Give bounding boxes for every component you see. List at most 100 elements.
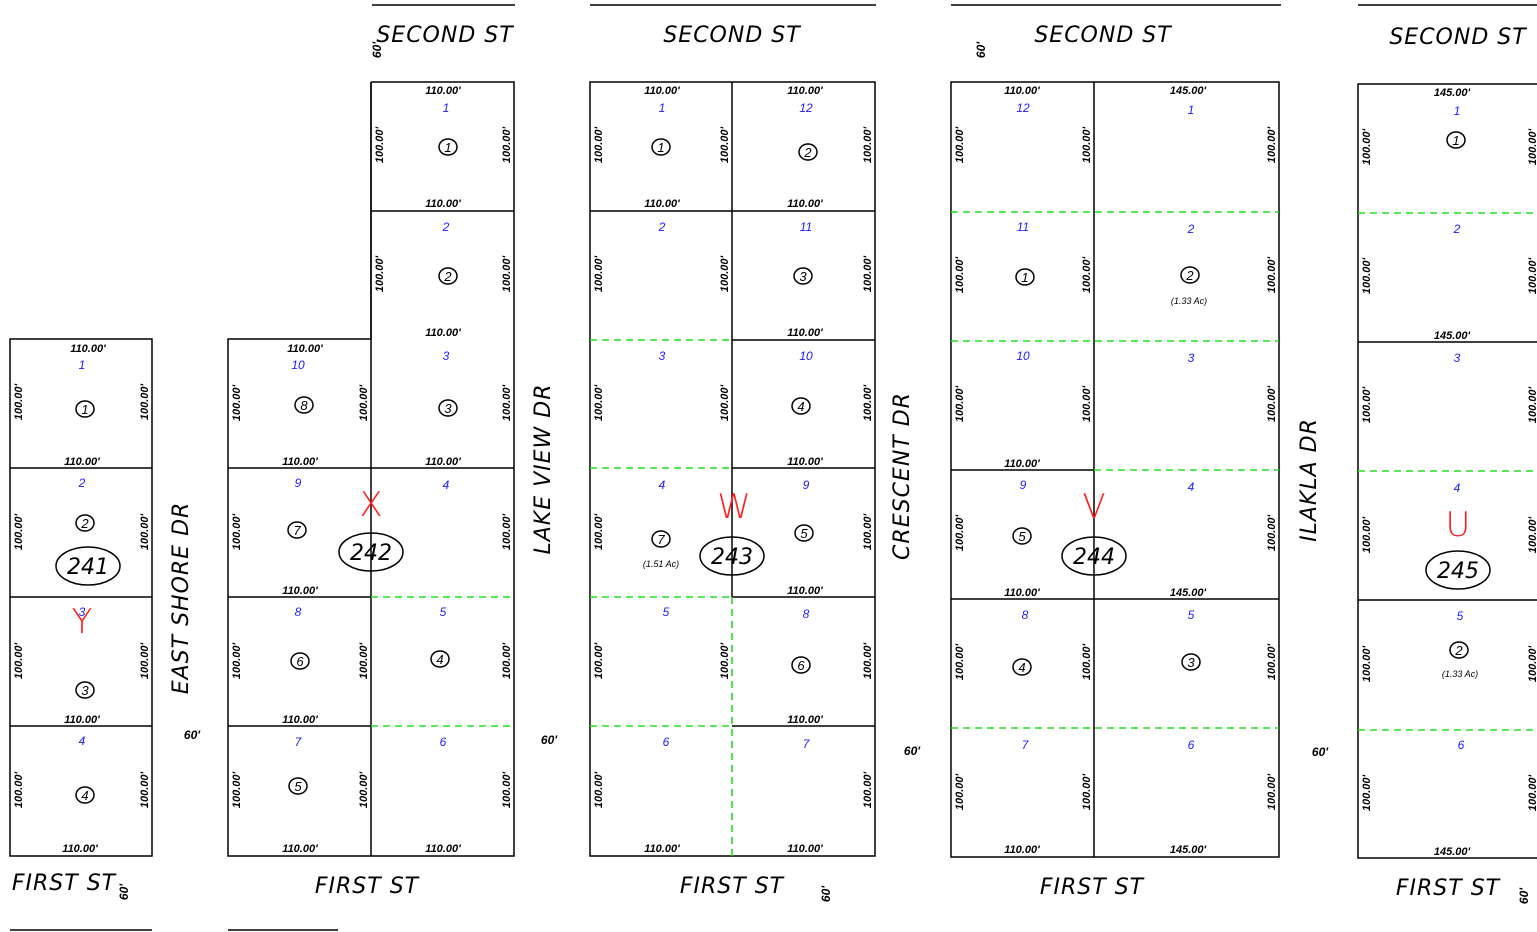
svg-text:244: 244 [1073, 545, 1115, 570]
parcel-marker[interactable]: 8 [294, 396, 314, 414]
parcel-marker[interactable]: 2 [1449, 641, 1469, 659]
dim-label: 110.00' [425, 85, 461, 97]
svg-text:242: 242 [350, 541, 392, 566]
parcel-marker[interactable]: 7 [287, 521, 307, 539]
lot-number: 3 [443, 349, 450, 363]
lot-number: 7 [803, 737, 811, 751]
dim-label: 110.00' [644, 198, 680, 210]
lot-number: 8 [803, 607, 810, 621]
lot-number: 1 [1188, 103, 1195, 117]
dim-label: 100.00' [1527, 386, 1537, 423]
parcel-marker[interactable]: 6 [791, 656, 811, 674]
parcel-marker[interactable]: 5 [794, 524, 814, 542]
dim-label: 110.00' [787, 456, 823, 468]
lot-number: 9 [1020, 478, 1027, 492]
dim-label: 100.00' [593, 513, 605, 550]
street-width-label: 60' [370, 41, 384, 58]
parcel-marker[interactable]: 1 [651, 138, 671, 156]
lot-number: 8 [295, 605, 302, 619]
street-names: SECOND ST SECOND ST SECOND ST SECOND ST … [12, 23, 1527, 901]
parcel-marker[interactable]: 6 [290, 652, 310, 670]
lot-number: 2 [1187, 222, 1195, 236]
block-number-badge[interactable]: 242 [338, 532, 404, 572]
parcel-marker[interactable]: 4 [791, 397, 811, 415]
lot-number: 6 [1188, 738, 1195, 752]
parcel-marker[interactable]: 1 [1015, 268, 1035, 286]
acreage-label: (1.51 Ac) [643, 559, 679, 569]
parcel-marker[interactable]: 2 [1180, 266, 1200, 284]
svg-text:243: 243 [711, 545, 753, 570]
parcel-marker[interactable]: 3 [793, 267, 813, 285]
parcel-marker[interactable]: 4 [75, 786, 95, 804]
dim-label: 100.00' [374, 126, 386, 163]
block-number-badge[interactable]: 241 [55, 546, 121, 586]
parcel-marker[interactable]: 1 [438, 138, 458, 156]
dim-label: 100.00' [1081, 643, 1093, 680]
lot-number: 9 [295, 476, 302, 490]
street-name-second-st: SECOND ST [1034, 23, 1172, 48]
lot-number: 12 [1016, 101, 1030, 115]
acreage-label: (1.33 Ac) [1171, 296, 1207, 306]
dim-label: 100.00' [719, 126, 731, 163]
lot-number: 4 [1188, 480, 1195, 494]
street-width-labels: 60' 60' 60' 60' 60' 60' 60' 60' 60' [117, 41, 1531, 904]
dim-label: 100.00' [501, 642, 513, 679]
svg-text:5: 5 [294, 779, 302, 794]
svg-text:1: 1 [1021, 270, 1028, 285]
parcel-marker[interactable]: 2 [75, 514, 95, 532]
block-number-badge[interactable]: 243 [699, 536, 765, 576]
parcel-marker[interactable]: 7 [651, 530, 671, 548]
lot-number: 5 [663, 605, 670, 619]
dim-label: 100.00' [1266, 643, 1278, 680]
street-name-first-st: FIRST ST [680, 874, 785, 899]
parcel-marker[interactable]: 2 [438, 267, 458, 285]
dim-label: 100.00' [501, 513, 513, 550]
parcel-marker[interactable]: 5 [1012, 527, 1032, 545]
block-245: 145.00' 145.00' 145.00' 100.00' 100.00' … [1357, 83, 1537, 859]
dim-label: 100.00' [1361, 516, 1373, 553]
dim-label: 100.00' [593, 642, 605, 679]
svg-text:2: 2 [803, 145, 812, 160]
parcel-marker[interactable]: 4 [430, 650, 450, 668]
parcel-marker[interactable]: 2 [798, 143, 818, 161]
svg-text:1: 1 [657, 140, 664, 155]
parcel-marker[interactable]: 4 [1012, 658, 1032, 676]
svg-text:8: 8 [300, 398, 308, 413]
svg-text:3: 3 [444, 401, 452, 416]
svg-text:2: 2 [1454, 643, 1463, 658]
dim-label: 100.00' [1527, 128, 1537, 165]
svg-text:3: 3 [81, 683, 89, 698]
dim-label: 100.00' [231, 771, 243, 808]
dim-label: 110.00' [787, 585, 823, 597]
parcel-marker[interactable]: 1 [1446, 131, 1466, 149]
dim-label: 110.00' [287, 343, 323, 355]
street-name-lake-view-dr: LAKE VIEW DR [531, 383, 556, 554]
lot-number: 10 [799, 349, 813, 363]
lot-number: 4 [79, 734, 86, 748]
street-name-east-shore-dr: EAST SHORE DR [169, 502, 194, 695]
svg-text:6: 6 [296, 654, 304, 669]
block-number-badge[interactable]: 245 [1425, 550, 1491, 590]
street-name-crescent-dr: CRESCENT DR [890, 392, 915, 560]
dim-label: 100.00' [954, 385, 966, 422]
acreage-label: (1.33 Ac) [1442, 669, 1478, 679]
dim-label: 110.00' [64, 714, 100, 726]
parcel-marker[interactable]: 1 [75, 400, 95, 418]
dim-label: 145.00' [1434, 330, 1471, 342]
dim-label: 100.00' [13, 642, 25, 679]
svg-text:2: 2 [443, 269, 452, 284]
street-name-second-st: SECOND ST [1389, 25, 1527, 50]
dim-label: 110.00' [425, 198, 461, 210]
dim-label: 100.00' [1081, 256, 1093, 293]
lot-number: 5 [1188, 608, 1195, 622]
street-lines [10, 4, 1537, 931]
svg-text:3: 3 [1187, 655, 1195, 670]
block-number-badge[interactable]: 244 [1061, 536, 1127, 576]
parcel-marker[interactable]: 3 [438, 399, 458, 417]
lot-number: 7 [1022, 738, 1030, 752]
parcel-marker[interactable]: 3 [1181, 653, 1201, 671]
svg-text:241: 241 [67, 555, 109, 580]
parcel-marker[interactable]: 5 [288, 777, 308, 795]
parcel-marker[interactable]: 3 [75, 681, 95, 699]
dim-label: 110.00' [282, 843, 318, 855]
